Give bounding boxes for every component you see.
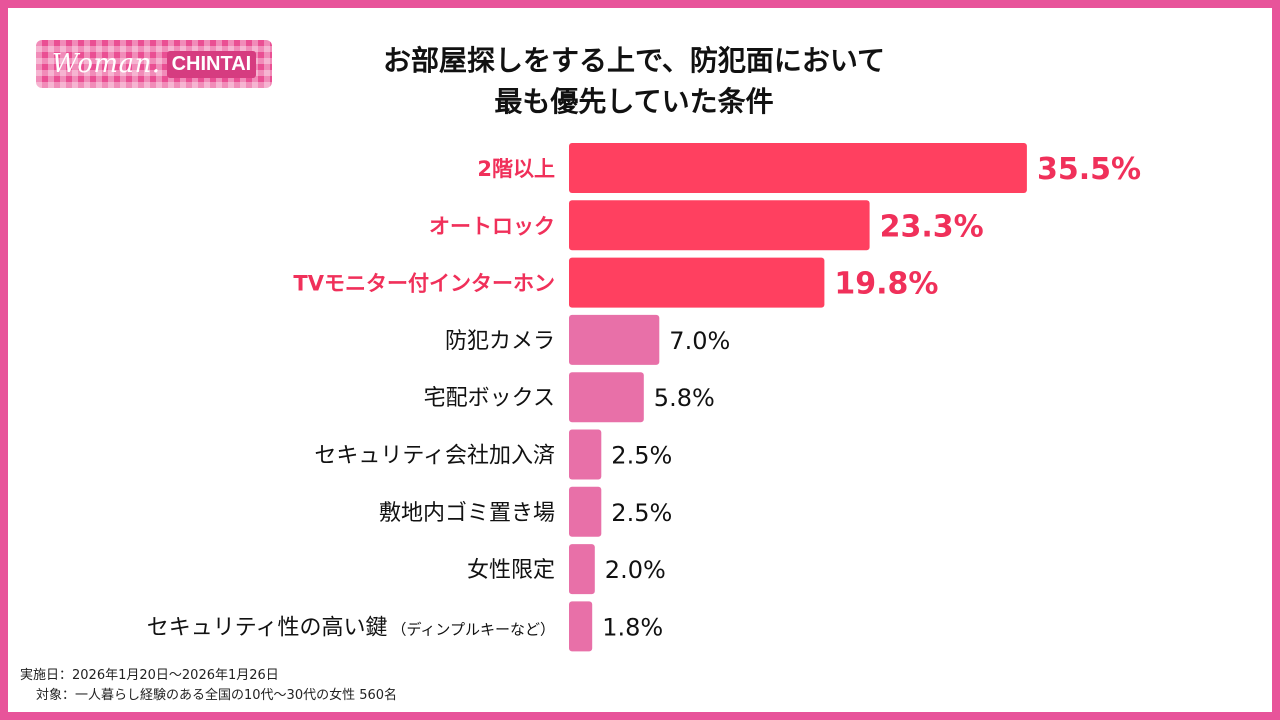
category-note-9: （ディンプルキーなど） [391,620,555,638]
bar-7 [569,486,602,537]
bar-6 [569,429,602,480]
survey-target: 対象：一人暮らし経験のある全国の10代～30代の女性 560名 [36,688,398,703]
category-label-5: 宅配ボックス [424,386,555,411]
value-label-2: 23.3% [880,209,984,244]
value-label-8: 2.0% [605,556,666,584]
bar-1 [569,143,1027,193]
bar-9 [569,601,593,652]
bar-5 [569,372,644,423]
category-label-2: オートロック [429,214,555,238]
category-label-9: セキュリティ性の高い鍵 （ディンプルキーなど） [147,615,555,640]
logo-chintai-text: CHINTAI [166,50,257,78]
category-label-4: 防犯カメラ [445,329,555,354]
value-label-5: 5.8% [654,384,715,412]
chart-title-line-1: お部屋探しをする上で、防犯面において [382,44,886,77]
category-label-8: 女性限定 [467,558,555,583]
survey-date: 実施日：2026年1月20日～2026年1月26日 [20,668,279,683]
category-label-1: 2階以上 [477,157,555,181]
value-label-3: 19.8% [834,267,938,302]
survey-footnote: 実施日：2026年1月20日～2026年1月26日 対象：一人暮らし経験のある全… [20,666,397,706]
value-label-1: 35.5% [1037,152,1141,187]
value-label-9: 1.8% [602,613,663,641]
value-label-6: 2.5% [611,442,672,470]
value-label-7: 2.5% [611,499,672,527]
bar-3 [569,257,825,308]
bar-2 [569,200,870,251]
category-label-6: セキュリティ会社加入済 [314,444,555,469]
chart-title-line-2: 最も優先していた条件 [494,85,774,118]
value-label-4: 7.0% [669,327,730,355]
brand-logo: Woman. CHINTAI [36,40,272,88]
bar-4 [569,314,660,365]
category-label-3: TVモニター付インターホン [293,272,555,296]
chart-title: お部屋探しをする上で、防犯面において 最も優先していた条件 [300,40,968,122]
category-label-7: 敷地内ゴミ置き場 [379,501,555,526]
bar-8 [569,544,595,595]
logo-woman-text: Woman. [51,49,161,79]
